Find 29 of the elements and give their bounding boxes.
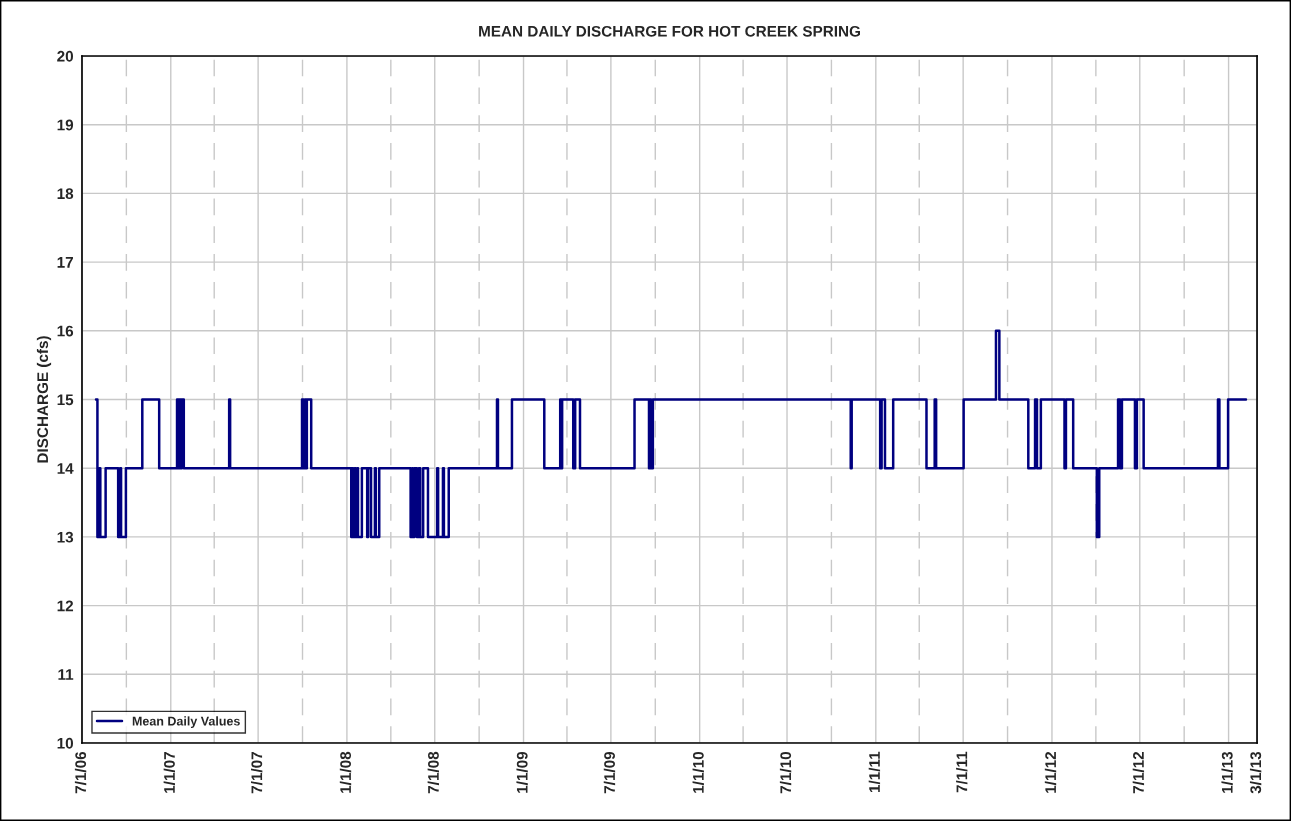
x-tick-label: 7/1/12 [1132, 751, 1145, 794]
x-tick-label: 1/1/13 [1221, 751, 1233, 793]
y-tick-label: 14 [57, 463, 74, 474]
y-tick-label: 18 [57, 188, 74, 200]
x-tick-label: 1/1/07 [163, 752, 176, 793]
x-tick-label: 1/1/12 [1044, 751, 1057, 793]
x-tick-label: 7/1/10 [779, 751, 792, 794]
x-tick-label: 7/1/08 [427, 751, 439, 794]
y-tick-label: 20 [57, 50, 74, 62]
chart-title: MEAN DAILY DISCHARGE FOR HOT CREEK SPRING [479, 25, 860, 37]
y-tick-label: 10 [57, 737, 74, 749]
x-tick-label: 1/1/11 [868, 751, 881, 793]
x-tick-label: 1/1/08 [339, 751, 352, 793]
y-tick-label: 17 [57, 257, 73, 268]
y-axis-title: DISCHARGE (cfs) [36, 336, 52, 463]
x-tick-label: 7/1/06 [74, 751, 87, 794]
y-tick-label: 13 [57, 531, 74, 543]
y-tick-label: 16 [57, 325, 74, 337]
x-tick-label: 7/1/09 [603, 751, 616, 794]
x-tick-label: 3/1/13 [1249, 751, 1262, 794]
y-tick-label: 12 [57, 600, 74, 612]
y-tick-label: 11 [58, 669, 74, 680]
x-tick-label: 1/1/09 [516, 751, 528, 793]
x-tick-label: 7/1/11 [956, 751, 968, 793]
x-tick-label: 7/1/07 [251, 752, 263, 794]
legend-label: Mean Daily Values [132, 716, 240, 728]
x-tick-label: 1/1/10 [692, 751, 704, 793]
y-tick-label: 15 [57, 394, 74, 406]
y-tick-label: 19 [57, 119, 74, 131]
